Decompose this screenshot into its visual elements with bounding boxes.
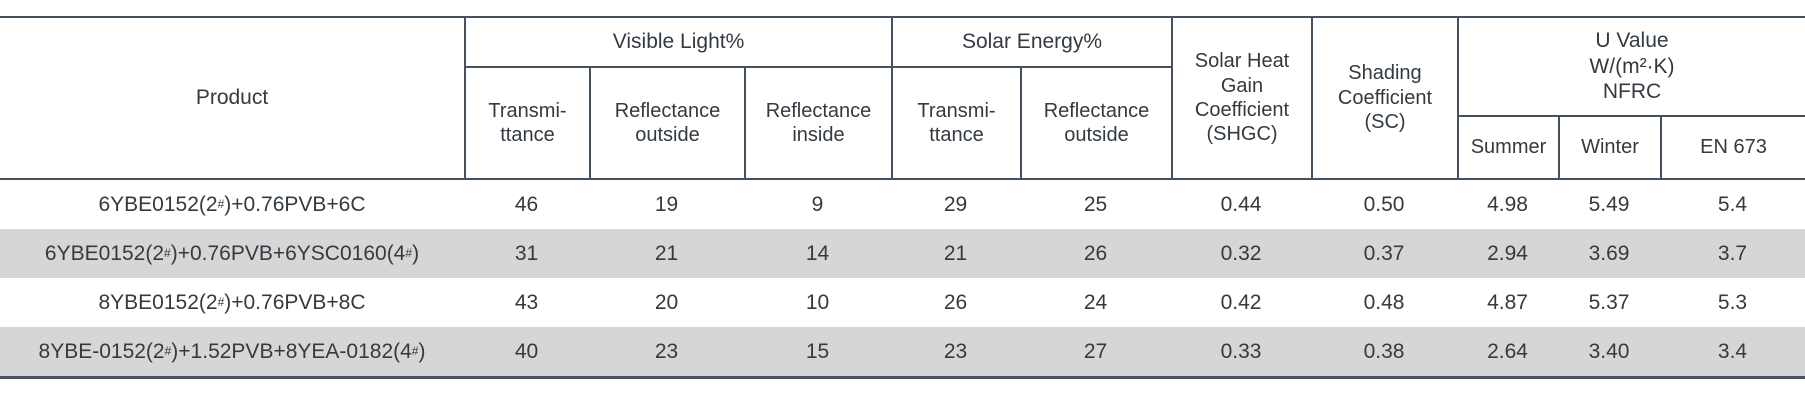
- product-name: 6YBE0152(2 #)+0.76PVB+6YSC0160(4 #): [44, 241, 420, 265]
- value-shgc: 0.33: [1220, 339, 1262, 363]
- column-group-visible-light: Visible Light%: [464, 18, 891, 68]
- value-u-en673: 5.4: [1717, 192, 1748, 216]
- product-name: 8YBE0152(2 #)+0.76PVB+8C: [98, 290, 366, 314]
- value-vl-reflectance-outside: 20: [654, 290, 679, 314]
- column-group-u-value: U Value W/(m²·K) NFRC: [1457, 18, 1805, 117]
- value-vl-transmittance: 40: [514, 339, 539, 363]
- value-u-summer: 2.94: [1487, 241, 1528, 265]
- value-vl-reflectance-outside: 19: [654, 192, 679, 216]
- value-shgc: 0.42: [1220, 290, 1262, 314]
- table-body: 6YBE0152(2 #)+0.76PVB+6C 46 19 9 29 25 0.…: [0, 180, 1805, 376]
- value-se-transmittance: 21: [943, 241, 968, 265]
- value-se-transmittance: 23: [943, 339, 968, 363]
- table-header: Product Visible Light% Transmi- ttance R…: [0, 18, 1805, 180]
- column-header-u-en673: EN 673: [1660, 117, 1805, 178]
- value-vl-reflectance-inside: 14: [805, 241, 830, 265]
- column-header-vl-reflectance-outside: Reflectance outside: [589, 68, 744, 178]
- value-se-transmittance: 26: [943, 290, 968, 314]
- value-vl-reflectance-outside: 23: [654, 339, 679, 363]
- value-shgc: 0.32: [1220, 241, 1262, 265]
- value-u-winter: 3.69: [1588, 241, 1630, 265]
- column-header-u-summer: Summer: [1457, 117, 1558, 178]
- value-vl-reflectance-inside: 10: [805, 290, 830, 314]
- table-row: 8YBE-0152(2 #)+1.52PVB+8YEA-0182(4 #) 40 2…: [0, 327, 1805, 376]
- value-se-reflectance-outside: 25: [1083, 192, 1108, 216]
- glass-performance-table: Product Visible Light% Transmi- ttance R…: [0, 16, 1805, 379]
- value-se-reflectance-outside: 27: [1083, 339, 1108, 363]
- value-u-winter: 3.40: [1588, 339, 1630, 363]
- value-se-reflectance-outside: 26: [1083, 241, 1108, 265]
- column-header-product: Product: [195, 86, 269, 110]
- value-se-transmittance: 29: [943, 192, 968, 216]
- value-shgc: 0.44: [1220, 192, 1262, 216]
- value-sc: 0.38: [1363, 339, 1405, 363]
- column-header-shading-coefficient: Shading Coefficient (SC): [1311, 18, 1457, 178]
- column-group-solar-energy: Solar Energy%: [891, 18, 1171, 68]
- value-u-summer: 2.64: [1487, 339, 1528, 363]
- value-vl-reflectance-inside: 9: [811, 192, 824, 216]
- value-u-winter: 5.49: [1588, 192, 1630, 216]
- table-row: 6YBE0152(2 #)+0.76PVB+6YSC0160(4 #) 31 21 …: [0, 229, 1805, 278]
- value-sc: 0.50: [1363, 192, 1405, 216]
- value-u-en673: 3.7: [1717, 241, 1748, 265]
- value-sc: 0.48: [1363, 290, 1405, 314]
- table-row: 6YBE0152(2 #)+0.76PVB+6C 46 19 9 29 25 0.…: [0, 180, 1805, 229]
- column-header-vl-reflectance-inside: Reflectance inside: [744, 68, 891, 178]
- value-sc: 0.37: [1363, 241, 1405, 265]
- value-vl-reflectance-inside: 15: [805, 339, 830, 363]
- value-vl-transmittance: 43: [514, 290, 539, 314]
- column-header-u-winter: Winter: [1558, 117, 1660, 178]
- value-u-winter: 5.37: [1588, 290, 1630, 314]
- value-se-reflectance-outside: 24: [1083, 290, 1108, 314]
- column-header-se-reflectance-outside: Reflectance outside: [1020, 68, 1171, 178]
- column-header-vl-transmittance: Transmi- ttance: [464, 68, 589, 178]
- value-u-summer: 4.87: [1487, 290, 1528, 314]
- product-name: 8YBE-0152(2 #)+1.52PVB+8YEA-0182(4 #): [38, 339, 426, 363]
- value-u-en673: 3.4: [1717, 339, 1748, 363]
- value-vl-transmittance: 31: [514, 241, 539, 265]
- value-u-en673: 5.3: [1717, 290, 1748, 314]
- value-u-summer: 4.98: [1487, 192, 1528, 216]
- column-header-se-transmittance: Transmi- ttance: [891, 68, 1020, 178]
- column-header-shgc: Solar Heat Gain Coefficient (SHGC): [1171, 18, 1311, 178]
- table-row: 8YBE0152(2 #)+0.76PVB+8C 43 20 10 26 24 0…: [0, 278, 1805, 327]
- value-vl-transmittance: 46: [514, 192, 539, 216]
- product-name: 6YBE0152(2 #)+0.76PVB+6C: [98, 192, 366, 216]
- value-vl-reflectance-outside: 21: [654, 241, 679, 265]
